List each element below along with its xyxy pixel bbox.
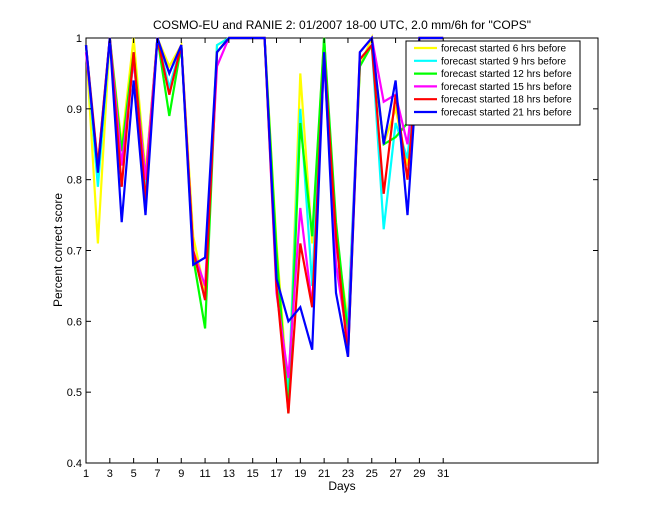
x-tick-label: 27: [389, 468, 401, 480]
legend-label-1: forecast started 6 hrs before: [441, 44, 567, 55]
legend-label-3: forecast started 12 hrs before: [441, 69, 572, 80]
tick-layer: 1 3 5 7 9 11 13 15 17 19 21 23 25 27 29 310.40.50.60.70…: [67, 33, 598, 480]
legend-label-2: forecast started 9 hrs before: [441, 56, 567, 67]
x-tick-label: 17: [270, 468, 282, 480]
x-tick-label: 15: [247, 468, 259, 480]
legend-label-6: forecast started 21 hrs before: [441, 108, 572, 119]
x-tick-label: 25: [366, 468, 378, 480]
x-tick-label: 9: [178, 468, 184, 480]
y-tick-label: 0.6: [67, 316, 82, 328]
x-tick-label: 29: [413, 468, 425, 480]
chart-title: COSMO-EU and RANIE 2: 01/2007 18-00 UTC,…: [153, 18, 531, 32]
x-tick-label: 13: [223, 468, 235, 480]
y-axis-title: Percent correct score: [51, 193, 65, 307]
x-tick-label: 11: [199, 468, 210, 480]
x-tick-label: 23: [342, 468, 354, 480]
x-axis-title: Days: [328, 479, 355, 493]
y-tick-label: 1: [76, 33, 82, 45]
legend-label-4: forecast started 15 hrs before: [441, 82, 572, 93]
x-tick-label: 21: [318, 468, 330, 480]
y-tick-label: 0.7: [67, 246, 82, 258]
x-tick-label: 3: [107, 468, 113, 480]
y-tick-label: 0.5: [67, 387, 82, 399]
series-line-6: [84, 35, 444, 358]
x-tick-label: 1: [83, 468, 89, 480]
x-tick-label: 5: [131, 468, 137, 480]
y-tick-label: 0.4: [67, 458, 82, 470]
legend-label-5: forecast started 18 hrs before: [441, 95, 572, 106]
series-layer: [84, 33, 444, 414]
x-tick-label: 19: [294, 468, 306, 480]
y-tick-label: 0.9: [67, 104, 82, 116]
x-tick-label: 7: [154, 468, 160, 480]
y-tick-label: 0.8: [67, 175, 82, 187]
x-tick-label: 31: [437, 468, 449, 480]
